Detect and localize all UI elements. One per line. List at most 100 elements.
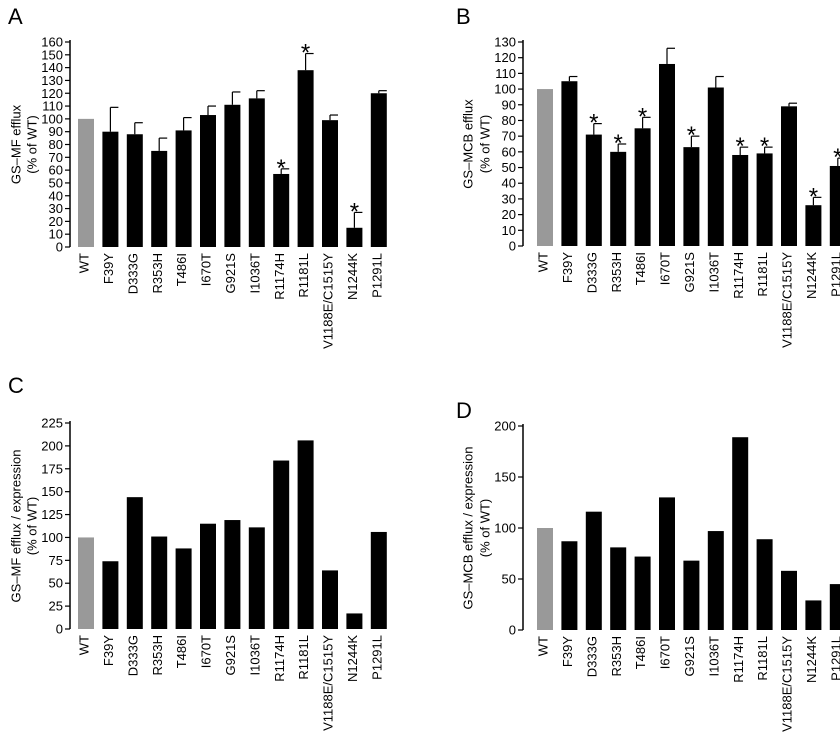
x-tick-label: I1036T bbox=[706, 252, 721, 293]
y-tick-label: 50 bbox=[502, 160, 516, 175]
x-tick-label: V1188E/C1515Y bbox=[780, 252, 795, 348]
bar-i670t bbox=[200, 523, 216, 629]
y-tick-label: 100 bbox=[41, 530, 63, 545]
x-tick-label: G921S bbox=[223, 253, 238, 294]
bar-d333g bbox=[585, 134, 602, 246]
y-tick-label: 75 bbox=[49, 553, 63, 568]
bar-r1181l bbox=[297, 440, 314, 629]
y-tick-label: 160 bbox=[41, 35, 63, 50]
y-tick-label: 50 bbox=[49, 576, 63, 591]
bar-n1244k bbox=[805, 600, 822, 630]
y-tick-label: 200 bbox=[41, 438, 63, 453]
bar-r1174h bbox=[732, 437, 749, 630]
bar-n1244k bbox=[346, 227, 363, 247]
y-tick-label: 30 bbox=[49, 201, 63, 216]
y-tick-label: 150 bbox=[41, 484, 63, 499]
significance-star: * bbox=[614, 130, 623, 157]
x-tick-label: D333G bbox=[584, 636, 599, 677]
bar-r1181l bbox=[756, 539, 773, 630]
y-tick-label: 130 bbox=[41, 73, 63, 88]
y-axis-label: GS–MCB efflux / expression bbox=[461, 446, 476, 609]
y-tick-label: 150 bbox=[41, 47, 63, 62]
x-tick-label: WT bbox=[77, 635, 92, 655]
x-tick-label: N1244K bbox=[345, 253, 360, 300]
bar-i670t bbox=[659, 497, 675, 630]
x-tick-label: R1174H bbox=[272, 253, 287, 300]
panel-a: A 010203040506070809010011012013014015016… bbox=[8, 4, 387, 349]
bar-v1188e-c1515y bbox=[781, 106, 797, 246]
y-tick-label: 20 bbox=[502, 207, 516, 222]
y-tick-label: 140 bbox=[41, 60, 63, 75]
x-tick-label: V1188E/C1515Y bbox=[780, 636, 795, 732]
y-tick-label: 110 bbox=[42, 99, 63, 114]
x-tick-label: D333G bbox=[584, 252, 599, 293]
y-tick-label: 40 bbox=[502, 176, 516, 191]
y-axis-label-units: (% of WT) bbox=[25, 497, 40, 556]
bar-r353h bbox=[610, 547, 627, 630]
bar-f39y bbox=[561, 81, 578, 246]
bar-d333g bbox=[585, 511, 602, 630]
x-tick-label: F39Y bbox=[560, 636, 575, 667]
x-tick-label: T486I bbox=[633, 252, 648, 285]
x-tick-label: R353H bbox=[609, 252, 624, 292]
bar-v1188e-c1515y bbox=[322, 570, 338, 629]
x-tick-label: R1174H bbox=[731, 636, 746, 683]
x-tick-label: I670T bbox=[199, 635, 214, 668]
bar-d333g bbox=[126, 134, 143, 247]
x-tick-label: R1181L bbox=[296, 635, 311, 680]
x-tick-label: WT bbox=[536, 252, 551, 272]
x-tick-label: I670T bbox=[658, 252, 673, 285]
y-tick-label: 80 bbox=[49, 137, 63, 152]
x-tick-label: P1291L bbox=[828, 636, 840, 681]
y-axis-label: GS–MF efflux / expression bbox=[9, 450, 24, 603]
x-tick-label: G921S bbox=[682, 636, 697, 677]
y-tick-label: 50 bbox=[502, 572, 516, 587]
y-tick-label: 60 bbox=[502, 144, 516, 159]
y-tick-label: 40 bbox=[49, 188, 63, 203]
y-tick-label: 110 bbox=[495, 66, 516, 81]
x-tick-label: WT bbox=[536, 636, 551, 656]
panel-letter: A bbox=[8, 4, 23, 29]
x-tick-label: P1291L bbox=[369, 635, 384, 680]
bar-wt bbox=[537, 89, 553, 246]
y-tick-label: 10 bbox=[502, 223, 516, 238]
bar-i1036t bbox=[248, 98, 265, 247]
bar-i1036t bbox=[707, 531, 724, 630]
x-tick-label: R1181L bbox=[755, 252, 770, 297]
bar-f39y bbox=[102, 561, 119, 629]
significance-star: * bbox=[760, 133, 769, 160]
panel-letter: C bbox=[8, 373, 24, 398]
bar-p1291l bbox=[829, 584, 840, 630]
y-tick-label: 25 bbox=[49, 599, 63, 614]
significance-star: * bbox=[736, 133, 745, 160]
x-tick-label: F39Y bbox=[560, 252, 575, 283]
bar-r1181l bbox=[297, 70, 314, 247]
x-tick-label: D333G bbox=[125, 635, 140, 676]
x-tick-label: N1244K bbox=[804, 252, 819, 299]
bar-t486i bbox=[175, 548, 192, 629]
y-tick-label: 150 bbox=[494, 470, 516, 485]
y-axis-label: GS–MF efflux bbox=[9, 104, 24, 184]
x-tick-label: N1244K bbox=[804, 636, 819, 683]
bar-r353h bbox=[610, 151, 627, 246]
y-tick-label: 200 bbox=[494, 419, 516, 434]
x-tick-label: F39Y bbox=[101, 253, 116, 284]
x-tick-label: R1181L bbox=[296, 253, 311, 298]
y-tick-label: 225 bbox=[41, 416, 63, 431]
significance-star: * bbox=[638, 103, 647, 130]
y-axis-label-units: (% of WT) bbox=[25, 115, 40, 174]
y-tick-label: 70 bbox=[49, 150, 63, 165]
y-tick-label: 90 bbox=[502, 97, 516, 112]
panel-letter: D bbox=[456, 398, 472, 423]
bar-f39y bbox=[561, 541, 578, 630]
x-tick-label: T486I bbox=[633, 636, 648, 669]
bar-r1181l bbox=[756, 153, 773, 246]
y-tick-label: 0 bbox=[56, 622, 63, 637]
x-tick-label: I670T bbox=[658, 636, 673, 669]
bar-n1244k bbox=[346, 613, 363, 629]
panel-d: D 0 50 100 150 200 GS–MCB efflux / expression(… bbox=[456, 398, 840, 732]
bar-t486i bbox=[634, 556, 651, 630]
bar-wt bbox=[78, 537, 94, 629]
